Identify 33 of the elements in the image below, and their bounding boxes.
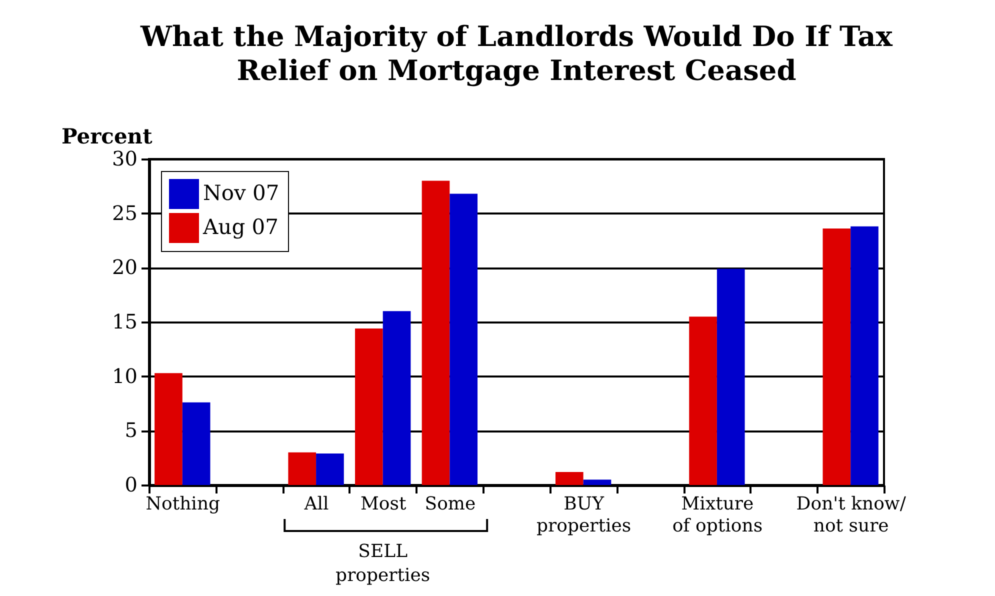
x-tick-label: Most (360, 494, 407, 514)
legend-label: Aug 07 (202, 215, 279, 239)
x-tick-label: All (303, 494, 330, 514)
bar (850, 226, 878, 485)
text: SELL properties (336, 541, 430, 586)
bar (182, 402, 210, 485)
bar (716, 268, 745, 485)
y-tick-label: 25 (112, 200, 138, 225)
bar (583, 480, 612, 485)
y-tick-label: 30 (112, 146, 138, 170)
y-tick-label: 15 (112, 310, 138, 334)
y-tick-label: 20 (112, 255, 138, 280)
bar (316, 453, 344, 485)
bar (355, 328, 383, 485)
y-axis-title: Percent (62, 124, 153, 148)
bar (555, 472, 584, 485)
bar (450, 194, 478, 485)
bar (822, 228, 851, 485)
bar (154, 373, 182, 485)
bar (382, 311, 411, 485)
y-tick-label: 5 (124, 418, 138, 442)
bar (689, 316, 717, 485)
x-tick-label: Mixture of options (672, 494, 763, 536)
chart-title: What the Majority of Landlords Would Do If Tax Relief on Mortgage Interest Ceased (140, 20, 893, 87)
x-tick-label: BUY properties (536, 494, 632, 536)
x-tick-label: Nothing (146, 494, 220, 514)
y-tick-label: 0 (124, 472, 138, 496)
x-tick-label: Don't know/ not sure (796, 494, 907, 536)
y-tick-label: 10 (112, 364, 138, 388)
legend-label: Nov 07 (203, 181, 280, 205)
bar (422, 180, 450, 485)
x-tick-label: Some (424, 494, 476, 514)
bar (288, 452, 316, 485)
